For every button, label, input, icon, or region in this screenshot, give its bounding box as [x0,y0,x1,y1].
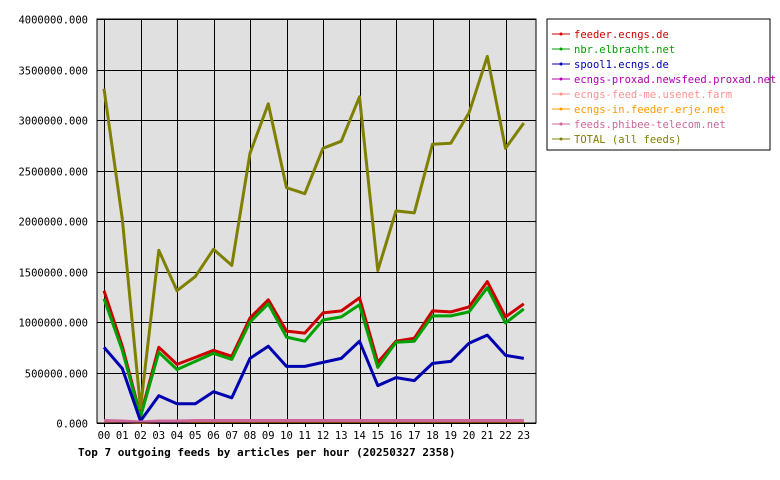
x-tick-label: 07 [225,430,238,442]
legend-marker [559,32,563,36]
chart-title: Top 7 outgoing feeds by articles per hou… [78,446,456,459]
x-tick-label: 02 [134,430,147,442]
legend-marker [559,92,563,96]
x-tick-label: 01 [116,430,129,442]
y-tick-label: 1500000.000 [18,268,88,280]
y-tick-label: 1000000.000 [18,318,88,330]
x-axis: 00 01 02 03 04 05 06 07 08 09 10 11 12 13 14 15 16 17 18 19… [98,423,530,442]
x-tick-label: 13 [335,430,348,442]
legend-box [546,18,771,151]
legend-marker [559,47,563,51]
y-tick-label: 4000000.000 [18,15,88,27]
series-line-2 [102,333,525,423]
x-tick-label: 10 [280,430,293,442]
series-line-1 [102,286,525,419]
legend-marker [559,62,563,66]
legend-label: nbr.elbracht.net [574,44,675,56]
plot-frame [96,18,537,424]
legend-marker [559,137,563,141]
legend-label: feeder.ecngs.de [574,29,669,41]
legend-label: ecngs-feed-me.usenet.farm [574,89,732,101]
legend-label: feeds.phibee-telecom.net [574,119,726,131]
legend-label: TOTAL (all feeds) [574,134,681,146]
y-tick-label: 2000000.000 [18,217,88,229]
x-tick-label: 05 [189,430,202,442]
legend-marker [559,77,563,81]
y-tick-label: 2500000.000 [18,167,88,179]
legend-label: spool1.ecngs.de [574,59,669,71]
x-tick-label: 23 [517,430,530,442]
x-tick-label: 17 [408,430,421,442]
series-line-7 [102,54,526,410]
legend: feeder.ecngs.de nbr.elbracht.net spool1.ec… [546,18,776,151]
x-tick-label: 00 [98,430,111,442]
x-tick-label: 19 [444,430,457,442]
legend-marker [559,122,563,126]
x-tick-label: 04 [171,430,184,442]
x-tick-label: 06 [207,430,220,442]
x-tick-label: 16 [390,430,403,442]
legend-label: ecngs-in.feeder.erje.net [574,104,726,116]
x-tick-label: 03 [152,430,165,442]
x-tick-label: 08 [244,430,257,442]
y-tick-label: 500000.000 [25,369,88,381]
x-tick-label: 18 [426,430,439,442]
y-tick-label: 0.000 [56,419,88,431]
y-tick-label: 3000000.000 [18,116,88,128]
x-tick-label: 14 [353,430,366,442]
series-line-0 [102,280,525,418]
y-tick-label: 3500000.000 [18,66,88,78]
x-tick-label: 20 [463,430,476,442]
x-tick-label: 21 [481,430,494,442]
x-tick-label: 11 [298,430,311,442]
x-tick-label: 22 [499,430,512,442]
legend-marker [559,107,563,111]
y-axis: 0.000 500000.000 1000000.000 1500000.000 200… [18,15,88,431]
x-tick-label: 09 [262,430,275,442]
x-tick-label: 12 [317,430,330,442]
x-tick-label: 15 [371,430,384,442]
legend-label: ecngs-proxad.newsfeed.proxad.net [574,74,776,86]
series-group [102,54,526,424]
series-line-6 [103,419,524,424]
